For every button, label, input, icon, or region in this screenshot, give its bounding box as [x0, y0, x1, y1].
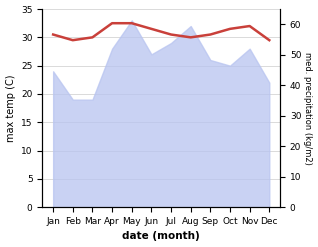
- Y-axis label: max temp (C): max temp (C): [5, 74, 16, 142]
- X-axis label: date (month): date (month): [122, 231, 200, 242]
- Y-axis label: med. precipitation (kg/m2): med. precipitation (kg/m2): [303, 52, 313, 165]
